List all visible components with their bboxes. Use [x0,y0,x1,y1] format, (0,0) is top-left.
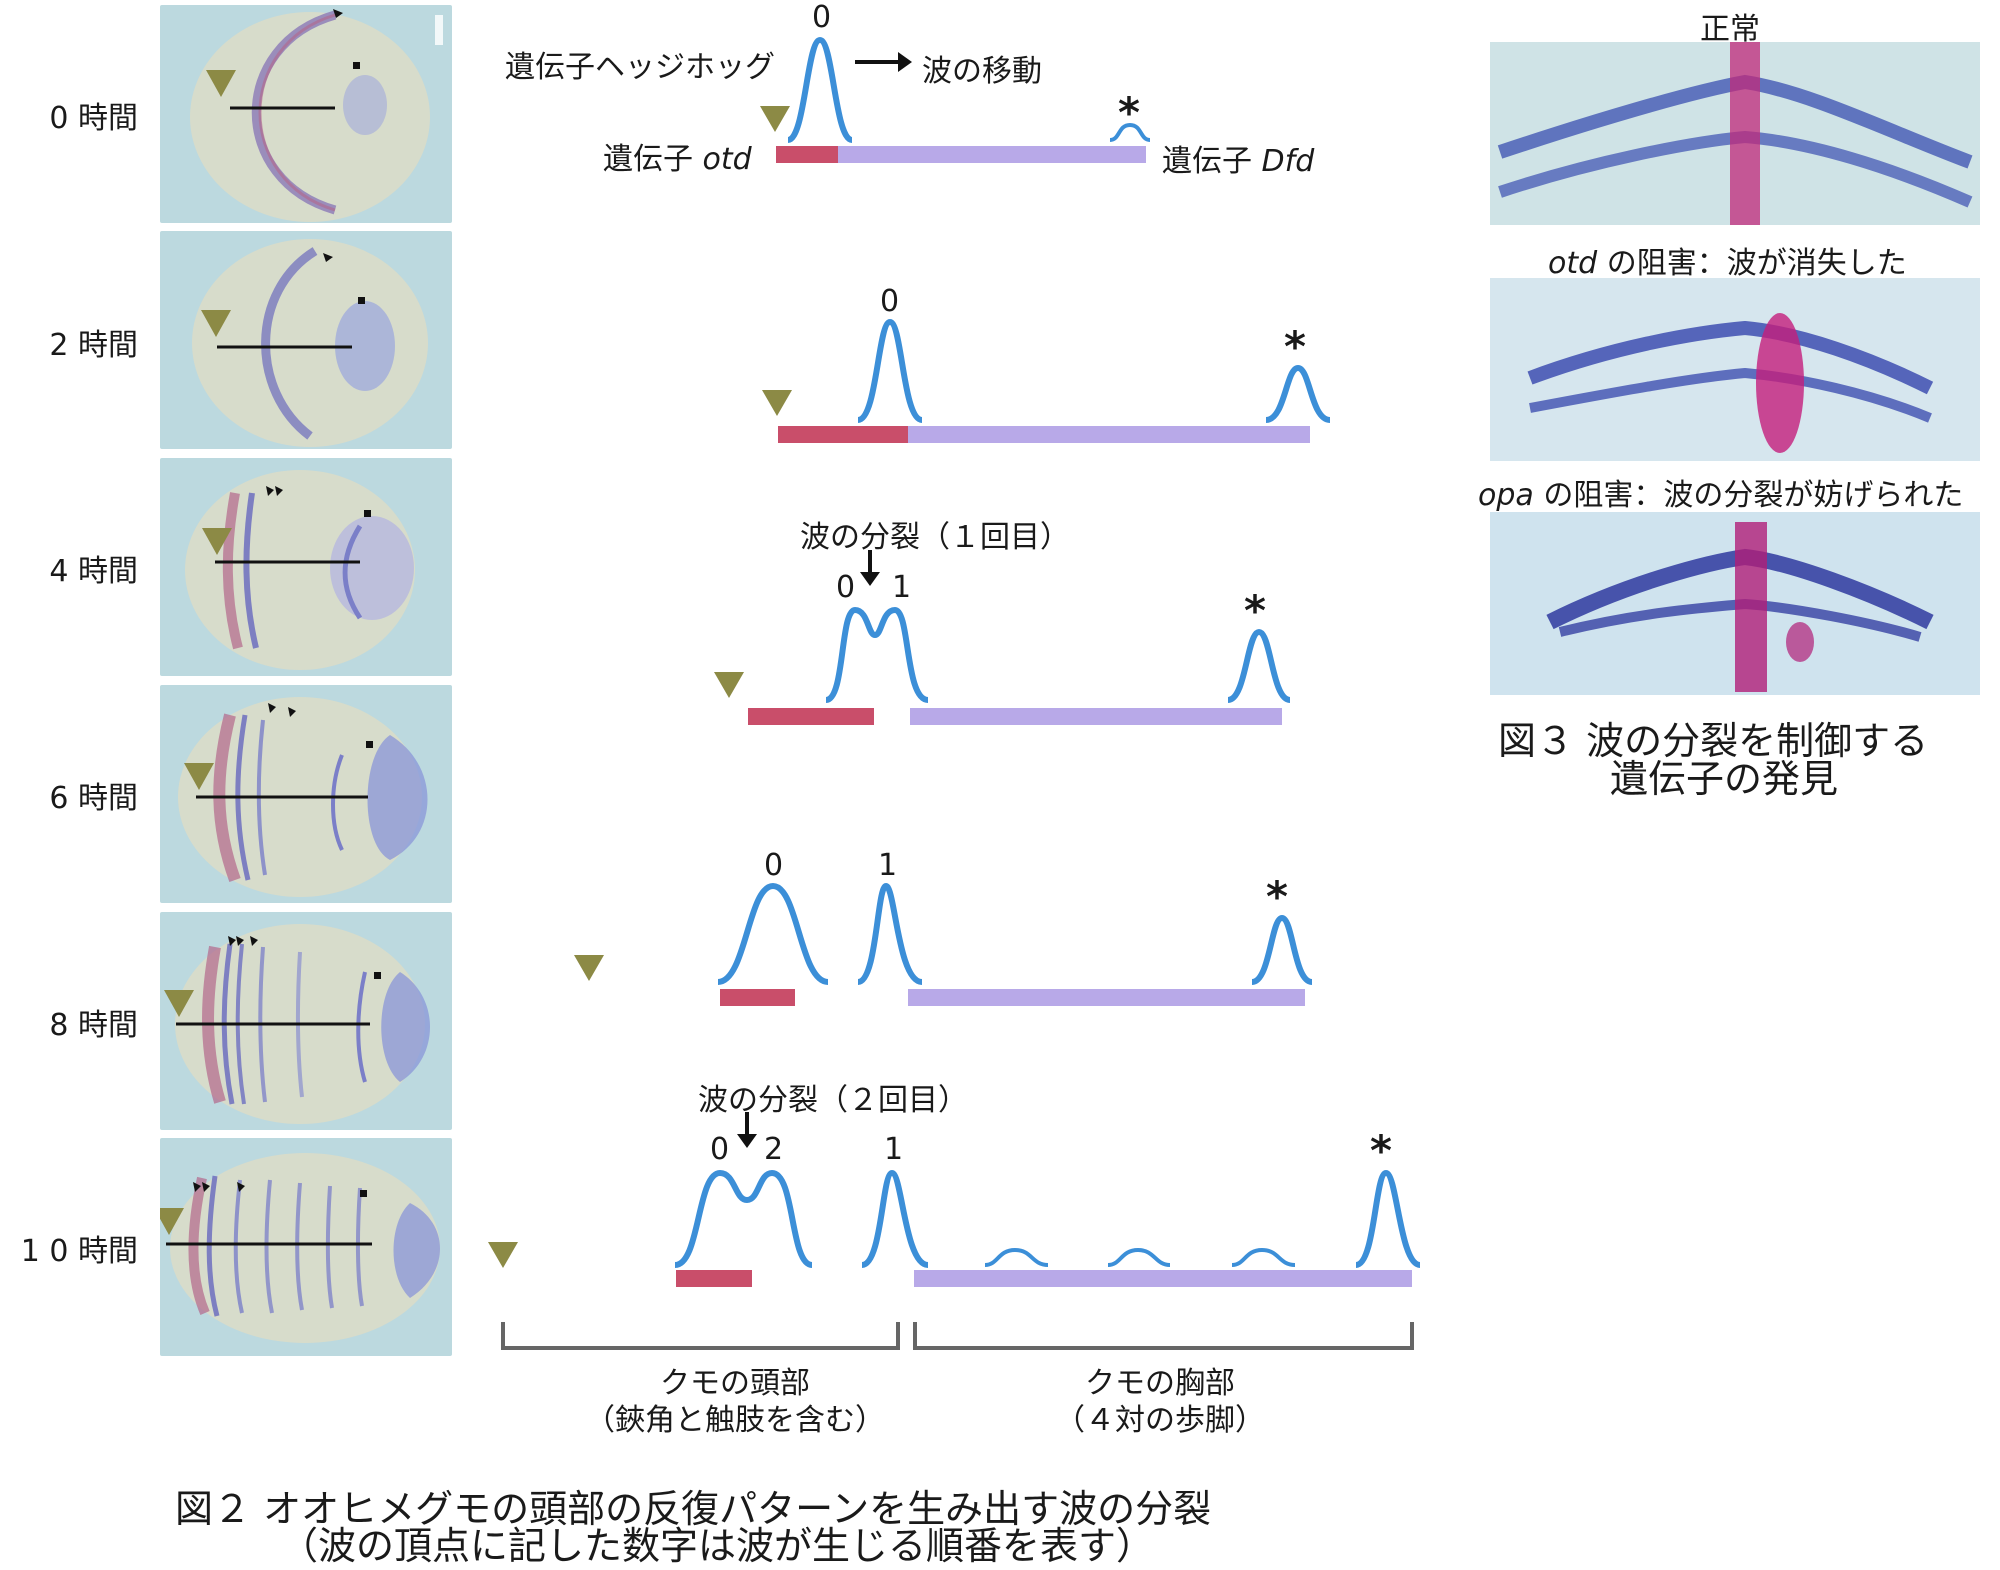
otd-gene-label: 遺伝子 otd [603,134,752,178]
wave-peak-1-0 [856,318,924,423]
wave-number-r0-0: 0 [812,0,832,35]
marker-triangle-1 [762,390,792,416]
wave-small-4-b [1107,1247,1171,1267]
wave-number-r4-1: 1 [884,1132,904,1167]
wave-peak-4-star [1354,1169,1422,1268]
wave-number-r4-0: 0 [710,1132,730,1167]
wave-peak-0-0 [786,36,854,143]
wave-small-4-a [984,1247,1049,1267]
dfd-gene-label: 遺伝子 Dfd [1162,136,1314,180]
fig3-otd-text: の阻害：波が消失した [1597,246,1907,281]
head-region-sub: （鋏角と触肢を含む） [585,1403,885,1438]
bracket-thorax [913,1322,1414,1350]
marker-triangle-3 [574,955,604,981]
figure2-caption-line2: （波の頂点に記した数字は波が生じる順番を表す） [280,1524,1155,1568]
fig3-normal-label: 正常 [1700,12,1760,47]
wave-move-label: 波の移動 [922,54,1042,89]
hedgehog-label: 遺伝子ヘッジホッグ [505,50,775,85]
fig3-opa-gene: opa [1478,478,1534,513]
bar-trunk-2 [910,708,1282,725]
embryo-photo-2h [160,231,452,449]
wave-number-r1-0: 0 [880,284,900,319]
wave-peak-2-double [824,606,929,703]
wave-star-r2: * [1244,586,1266,635]
time-label-10h: 1 0 時間 [20,1234,138,1269]
otd-gene-name: otd [702,142,752,177]
figure3-caption-line1: 図３ 波の分裂を制御する [1498,719,1929,763]
wave-peak-1-star [1265,364,1331,423]
bar-head-2 [748,708,874,725]
wave-peak-4-1 [860,1169,929,1268]
wave-star-r0: * [1118,88,1140,137]
wave-peak-3-star [1251,914,1313,985]
figure2-caption-line1: 図２ オオヒメグモの頭部の反復パターンを生み出す波の分裂 [175,1487,1212,1531]
arrow-wave-move-head [898,52,912,72]
arrow-split2-head [737,1134,757,1148]
split2-label: 波の分裂（２回目） [698,1083,968,1118]
embryo-photo-4h [160,458,452,676]
thorax-region-sub: （４対の歩脚） [1055,1403,1265,1438]
bar-head-0 [776,146,838,163]
wave-star-small-0 [1109,122,1151,142]
wave-peak-3-1 [856,882,923,985]
wave-peak-3-0 [717,882,829,985]
thorax-region-label: クモの胸部 [1085,1366,1235,1401]
wave-star-r3: * [1266,872,1288,921]
dfd-gene-prefix: 遺伝子 [1162,144,1262,179]
bar-head-3 [720,989,795,1006]
bar-trunk-4 [914,1270,1412,1287]
split1-label: 波の分裂（１回目） [800,520,1070,555]
wave-number-r3-0: 0 [764,848,784,883]
wave-number-r2-0: 0 [836,570,856,605]
wave-peak-2-star [1226,628,1292,703]
bracket-head [501,1322,900,1350]
wave-small-4-c [1231,1247,1296,1267]
fig3-micrograph-opa [1490,512,1980,695]
embryo-photo-8h [160,912,452,1130]
embryo-photo-0h [160,5,452,223]
wave-number-r3-1: 1 [878,848,898,883]
wave-star-r1: * [1284,322,1306,371]
time-label-4h: 4 時間 [49,554,138,589]
figure3-caption-line2: 遺伝子の発見 [1610,757,1839,801]
wave-number-r2-1: 1 [892,570,912,605]
bar-trunk-0 [838,146,1146,163]
fig3-opa-text: の阻害：波の分裂が妨げられた [1533,478,1964,513]
arrow-split1-head [860,572,880,586]
embryo-photo-6h [160,685,452,903]
head-region-label: クモの頭部 [660,1366,810,1401]
wave-peak-4-double [674,1169,813,1268]
bar-head-4 [676,1270,752,1287]
time-label-8h: 8 時間 [49,1008,138,1043]
marker-triangle-4 [488,1242,518,1268]
fig3-micrograph-otd [1490,278,1980,461]
otd-gene-prefix: 遺伝子 [603,142,703,177]
dfd-gene-name: Dfd [1261,144,1315,179]
bar-trunk-1 [908,426,1310,443]
fig3-otd-gene: otd [1548,246,1598,281]
fig3-opa-label: opa の阻害：波の分裂が妨げられた [1478,470,1963,514]
embryo-photo-10h [160,1138,452,1356]
time-label-6h: 6 時間 [49,781,138,816]
marker-triangle-2 [714,672,744,698]
fig3-otd-label: otd の阻害：波が消失した [1548,238,1907,282]
wave-number-r4-2: 2 [764,1132,784,1167]
bar-head-1 [778,426,908,443]
bar-trunk-3 [908,989,1305,1006]
marker-triangle-0 [760,106,790,132]
fig3-micrograph-normal [1490,42,1980,225]
time-label-2h: 2 時間 [49,328,138,363]
time-label-0h: 0 時間 [49,101,138,136]
wave-star-r4: * [1370,1126,1392,1175]
